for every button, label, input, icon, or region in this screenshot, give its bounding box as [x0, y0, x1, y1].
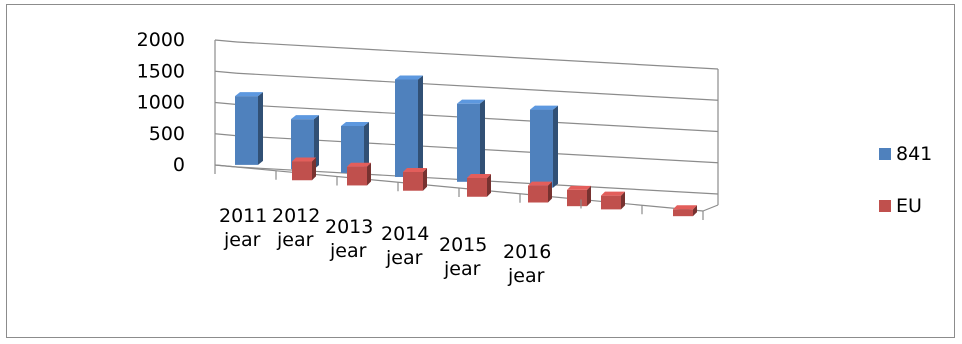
- bar-eu-front: [673, 209, 693, 216]
- gridline-side: [215, 71, 237, 73]
- legend-swatch: [879, 148, 891, 160]
- gridline-side: [215, 103, 237, 105]
- bar-841: [457, 100, 485, 182]
- bar-eu-front: [601, 196, 621, 210]
- gridline: [237, 42, 718, 69]
- chart-frame: 0 500 1000 1500 2000 2011 jear 2012 jear 2013 jea…: [6, 4, 955, 338]
- bar-eu: [601, 192, 625, 210]
- bar-eu-front: [292, 162, 312, 181]
- bar-841: [235, 92, 263, 165]
- x-tick-label: 2015 jear: [439, 234, 487, 280]
- bar-eu: [567, 186, 591, 206]
- bar-eu-top: [292, 158, 316, 162]
- bar-eu-side: [487, 174, 491, 197]
- bar-eu-top: [601, 192, 625, 196]
- legend-swatch: [879, 200, 891, 212]
- legend-label: 841: [896, 143, 932, 165]
- x-tick-label: 2011 jear: [219, 205, 267, 251]
- bar-841-front: [235, 96, 258, 165]
- bar-eu: [403, 168, 427, 191]
- bar-841-front: [457, 104, 480, 182]
- bar-841-side: [480, 100, 485, 182]
- bars: [235, 75, 697, 216]
- legend-label: EU: [896, 195, 922, 217]
- legend: 841 EU: [879, 143, 932, 217]
- bar-eu: [673, 205, 697, 216]
- bar-841: [530, 106, 558, 188]
- y-axis-ticks: 0 500 1000 1500 2000: [137, 29, 185, 176]
- bar-eu: [292, 158, 316, 181]
- y-tick-label: 1500: [137, 60, 185, 82]
- y-tick-label: 2000: [137, 29, 185, 51]
- bar-eu-top: [403, 168, 427, 172]
- bar-eu-front: [467, 178, 487, 197]
- bar-eu-side: [423, 168, 427, 191]
- y-tick-label: 0: [173, 154, 185, 176]
- bar-841-front: [395, 79, 418, 177]
- gridline-side: [215, 40, 237, 42]
- bar-eu-side: [312, 158, 316, 181]
- floor-edge: [703, 205, 718, 211]
- x-tick-label: 2013 jear: [325, 216, 373, 262]
- bar-eu-front: [347, 167, 367, 186]
- bar-eu-top: [567, 186, 591, 190]
- bar-eu-top: [347, 163, 371, 167]
- bar-eu-top: [467, 174, 491, 178]
- bar-841-side: [258, 92, 263, 165]
- bar-841-front: [530, 110, 553, 188]
- y-tick-label: 500: [149, 123, 185, 145]
- x-tick-label: 2016 jear: [503, 241, 551, 287]
- bar-eu-top: [673, 205, 697, 209]
- bar-eu-top: [528, 182, 552, 186]
- bar-eu-front: [528, 186, 548, 203]
- bar-eu: [467, 174, 491, 197]
- bar-eu: [347, 163, 371, 186]
- gridline-side: [215, 134, 237, 136]
- bar-841: [395, 75, 423, 177]
- bar-eu-front: [403, 172, 423, 191]
- bar-841-side: [553, 106, 558, 188]
- bar-eu: [528, 182, 552, 203]
- bar-eu-side: [367, 163, 371, 186]
- bar-841-side: [418, 75, 423, 176]
- bar-eu-front: [567, 190, 587, 206]
- y-tick-label: 1000: [137, 92, 185, 114]
- gridline: [237, 73, 718, 100]
- x-tick-label: 2014 jear: [381, 223, 429, 269]
- x-tick-label: 2012 jear: [272, 205, 320, 251]
